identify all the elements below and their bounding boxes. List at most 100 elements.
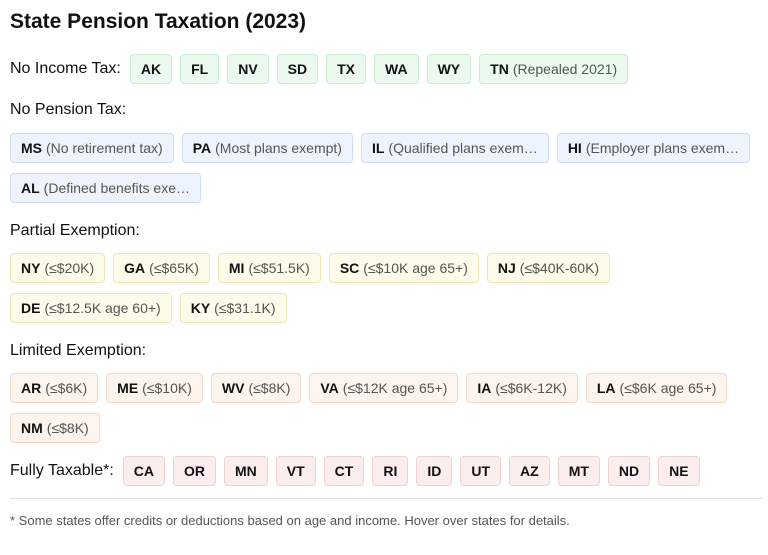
- title: State Pension Taxation (2023): [10, 10, 307, 33]
- state-code: HI: [567, 140, 582, 156]
- state-chip[interactable]: VT: [275, 456, 316, 486]
- state-note: (Employer plans exem…: [585, 140, 740, 156]
- state-note: (No retirement tax): [46, 140, 163, 156]
- state-note: (≤$10K age 65+): [363, 260, 468, 276]
- state-note: (≤$12.5K age 60+): [44, 300, 161, 316]
- state-chip[interactable]: ND: [607, 456, 651, 486]
- state-chip[interactable]: RI: [372, 456, 409, 486]
- state-note: (Most plans exempt): [215, 140, 342, 156]
- state-chip[interactable]: IA (≤$6K-12K): [466, 373, 578, 403]
- state-chip[interactable]: SD: [276, 54, 319, 84]
- state-code: ND: [618, 463, 640, 479]
- section-label: Partial Exemption:: [10, 222, 140, 239]
- state-code: ME: [117, 380, 139, 396]
- state-code: NM: [21, 420, 43, 436]
- section: Limited Exemption: AR (≤$6K) ME (≤$10K) WV (≤…: [10, 341, 762, 443]
- section: Partial Exemption: NY (≤$20K) GA (≤$65K) MI(…: [10, 221, 762, 323]
- state-code: AL: [21, 180, 40, 196]
- chip-list: CA OR MN VT CT RI ID UT AZ MT ND NE: [122, 456, 700, 486]
- chip-list: AR (≤$6K) ME (≤$10K) WV (≤$8K) VA (≤$12K age 65…: [10, 373, 762, 443]
- state-chip[interactable]: MI (≤$51.5K): [217, 253, 321, 283]
- state-chip[interactable]: MN: [224, 456, 268, 486]
- state-chip[interactable]: SC (≤$10K age 65+): [328, 253, 479, 283]
- state-code: SC: [339, 260, 360, 276]
- state-code: ID: [427, 463, 442, 479]
- state-note: (≤$31.1K): [214, 300, 276, 316]
- state-chip[interactable]: CT: [323, 456, 365, 486]
- section: No Pension Tax: MS (No retirement tax) PA(…: [10, 100, 762, 203]
- state-code: IL: [371, 140, 385, 156]
- state-code: UT: [471, 463, 491, 479]
- state-code: WV: [221, 380, 245, 396]
- state-code: CT: [334, 463, 354, 479]
- chip-list: AK FL NV SD TX WA WY TN (Repealed 2021): [129, 54, 629, 84]
- state-chip[interactable]: NV: [227, 54, 269, 84]
- state-chip[interactable]: LA (≤$6K age 65+): [585, 373, 728, 403]
- section: Fully Taxable*: CA OR MN VT CT RI ID UT AZ MT ND NE: [10, 456, 762, 486]
- state-code: VA: [320, 380, 339, 396]
- state-code: RI: [383, 463, 398, 479]
- state-code: AK: [140, 61, 162, 77]
- state-note: (≤$6K age 65+): [619, 380, 717, 396]
- state-note: (Qualified plans exem…: [388, 140, 538, 156]
- state-chip[interactable]: AK: [129, 54, 173, 84]
- state-chip[interactable]: MS (No retirement tax): [10, 133, 174, 163]
- state-chip[interactable]: PA (Most plans exempt): [181, 133, 353, 163]
- state-note: (≤$8K): [46, 420, 89, 436]
- state-chip[interactable]: WY: [426, 54, 472, 84]
- state-chip[interactable]: HI (Employer plans exem…: [556, 133, 751, 163]
- state-chip[interactable]: UT: [460, 456, 502, 486]
- state-code: AZ: [520, 463, 539, 479]
- section-label: Fully Taxable*:: [10, 462, 114, 479]
- section-label: No Pension Tax:: [10, 101, 127, 118]
- state-code: VT: [286, 463, 305, 479]
- chip-list: MS (No retirement tax) PA (Most plans exemp…: [10, 133, 762, 203]
- state-note: (Repealed 2021): [512, 61, 618, 77]
- state-code: GA: [124, 260, 146, 276]
- state-chip[interactable]: ME (≤$10K): [106, 373, 203, 403]
- state-chip[interactable]: FL: [180, 54, 220, 84]
- state-chip[interactable]: MT: [557, 456, 600, 486]
- state-note: (≤$20K): [44, 260, 95, 276]
- state-chip[interactable]: TN (Repealed 2021): [479, 54, 629, 84]
- state-chip[interactable]: WA: [374, 54, 419, 84]
- state-code: TX: [337, 61, 356, 77]
- state-chip[interactable]: AZ: [509, 456, 550, 486]
- state-chip[interactable]: IL (Qualified plans exem…: [360, 133, 549, 163]
- state-note: (≤$40K-60K): [519, 260, 600, 276]
- state-chip[interactable]: CA: [122, 456, 165, 486]
- state-code: NV: [238, 61, 258, 77]
- section: No Income Tax: AK FL NV SD TX WA WY TN (Repealed…: [10, 54, 762, 84]
- state-code: SD: [287, 61, 308, 77]
- state-chip[interactable]: ID: [416, 456, 453, 486]
- state-code: KY: [190, 300, 211, 316]
- state-chip[interactable]: KY (≤$31.1K): [179, 293, 287, 323]
- chip-list: NY (≤$20K) GA (≤$65K) MI (≤$51.5K) SC (≤$10K ag…: [10, 253, 762, 323]
- state-note: (≤$51.5K): [248, 260, 310, 276]
- state-chip[interactable]: AR (≤$6K): [10, 373, 99, 403]
- state-chip[interactable]: NJ (≤$40K-60K): [486, 253, 611, 283]
- footnote: * Some states offer credits or deduction…: [10, 513, 570, 528]
- state-chip[interactable]: NE: [658, 456, 700, 486]
- state-chip[interactable]: GA (≤$65K): [113, 253, 210, 283]
- state-chip[interactable]: AL (Defined benefits exe…: [10, 173, 201, 203]
- state-note: (≤$12K age 65+): [342, 380, 448, 396]
- state-chip[interactable]: DE (≤$12.5K age 60+): [10, 293, 172, 323]
- section-label: Limited Exemption:: [10, 342, 147, 359]
- state-code: MT: [568, 463, 589, 479]
- state-chip[interactable]: WV (≤$8K): [210, 373, 302, 403]
- state-code: MI: [228, 260, 245, 276]
- state-code: NE: [669, 463, 689, 479]
- state-code: WY: [437, 61, 461, 77]
- state-code: DE: [21, 300, 41, 316]
- state-chip[interactable]: OR: [173, 456, 216, 486]
- state-code: OR: [184, 463, 205, 479]
- state-chip[interactable]: TX: [326, 54, 367, 84]
- state-chip[interactable]: VA (≤$12K age 65+): [309, 373, 459, 403]
- state-chip[interactable]: NM (≤$8K): [10, 413, 100, 443]
- state-note: (≤$65K): [149, 260, 199, 276]
- state-note: (≤$10K): [142, 380, 192, 396]
- section-label: No Income Tax:: [10, 60, 121, 77]
- state-note: (Defined benefits exe…: [43, 180, 190, 196]
- state-chip[interactable]: NY (≤$20K): [10, 253, 106, 283]
